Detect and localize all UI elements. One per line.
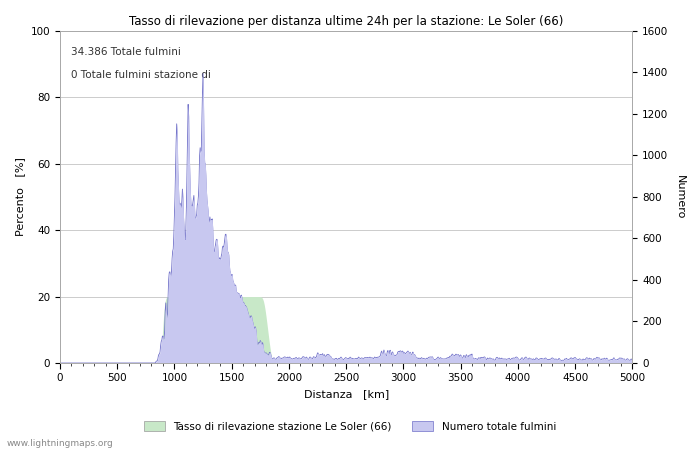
Text: 34.386 Totale fulmini: 34.386 Totale fulmini [71, 47, 181, 57]
Legend: Tasso di rilevazione stazione Le Soler (66), Numero totale fulmini: Tasso di rilevazione stazione Le Soler (… [140, 417, 560, 436]
X-axis label: Distanza   [km]: Distanza [km] [304, 389, 389, 399]
Y-axis label: Numero: Numero [675, 175, 685, 219]
Title: Tasso di rilevazione per distanza ultime 24h per la stazione: Le Soler (66): Tasso di rilevazione per distanza ultime… [129, 15, 564, 28]
Y-axis label: Percento   [%]: Percento [%] [15, 158, 25, 236]
Text: 0 Totale fulmini stazione di: 0 Totale fulmini stazione di [71, 71, 211, 81]
Text: www.lightningmaps.org: www.lightningmaps.org [7, 439, 113, 448]
